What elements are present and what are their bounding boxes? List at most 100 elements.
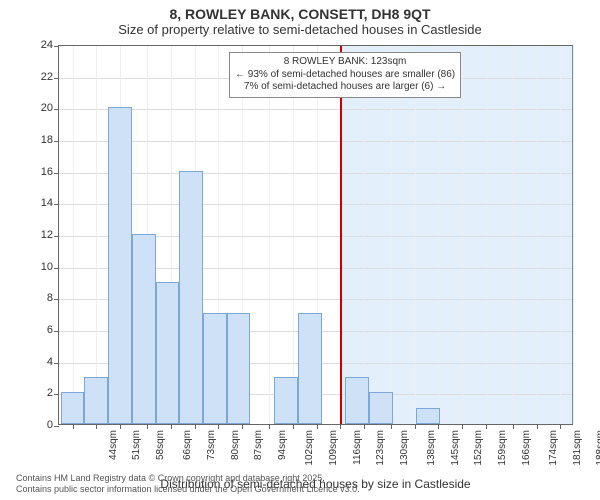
gridline-v (415, 46, 416, 424)
histogram-bar (156, 282, 180, 425)
xtick-mark (462, 424, 463, 429)
ytick-label: 10 (31, 261, 53, 273)
ytick-label: 16 (31, 166, 53, 178)
xtick-label: 130sqm (399, 430, 410, 470)
reference-line (340, 46, 342, 424)
histogram-bar (345, 377, 369, 425)
xtick-mark (391, 424, 392, 429)
xtick-mark (537, 424, 538, 429)
larger-region-shade (340, 46, 574, 424)
ytick-mark (54, 426, 59, 427)
gridline-h (59, 204, 572, 205)
xtick-label: 109sqm (328, 430, 339, 470)
xtick-mark (96, 424, 97, 429)
xtick-label: 152sqm (473, 430, 484, 470)
xtick-label: 181sqm (572, 430, 583, 470)
histogram-bar (227, 313, 251, 424)
xtick-label: 51sqm (131, 430, 142, 470)
xtick-mark (120, 424, 121, 429)
gridline-v (364, 46, 365, 424)
ytick-label: 14 (31, 197, 53, 209)
gridline-v (293, 46, 294, 424)
xtick-mark (73, 424, 74, 429)
gridline-v (96, 46, 97, 424)
xtick-mark (364, 424, 365, 429)
gridline-v (537, 46, 538, 424)
gridline-h (59, 173, 572, 174)
gridline-v (73, 46, 74, 424)
xtick-mark (218, 424, 219, 429)
plot-region: 8 ROWLEY BANK: 123sqm← 93% of semi-detac… (58, 45, 573, 425)
ytick-label: 0 (31, 419, 53, 431)
gridline-h (59, 109, 572, 110)
xtick-mark (317, 424, 318, 429)
xtick-label: 73sqm (206, 430, 217, 470)
ytick-label: 24 (31, 39, 53, 51)
xtick-label: 87sqm (253, 430, 264, 470)
histogram-bar (84, 377, 108, 425)
ytick-label: 20 (31, 102, 53, 114)
xtick-mark (293, 424, 294, 429)
footer-line2: Contains public sector information licen… (16, 484, 360, 496)
ytick-label: 22 (31, 71, 53, 83)
ytick-mark (54, 109, 59, 110)
histogram-bar (179, 171, 203, 424)
gridline-v (391, 46, 392, 424)
xtick-label: 166sqm (521, 430, 532, 470)
xtick-mark (438, 424, 439, 429)
xtick-mark (171, 424, 172, 429)
xtick-label: 174sqm (548, 430, 559, 470)
xtick-label: 159sqm (497, 430, 508, 470)
xtick-label: 138sqm (426, 430, 437, 470)
footer-line1: Contains HM Land Registry data © Crown c… (16, 473, 360, 485)
annotation-box: 8 ROWLEY BANK: 123sqm← 93% of semi-detac… (229, 52, 461, 98)
histogram-bar (274, 377, 298, 425)
ytick-mark (54, 204, 59, 205)
annotation-line2: ← 93% of semi-detached houses are smalle… (235, 69, 455, 82)
ytick-label: 18 (31, 134, 53, 146)
chart-container: 8, ROWLEY BANK, CONSETT, DH8 9QT Size of… (0, 0, 600, 500)
xtick-label: 44sqm (108, 430, 119, 470)
xtick-label: 58sqm (155, 430, 166, 470)
xtick-mark (513, 424, 514, 429)
gridline-v (486, 46, 487, 424)
xtick-mark (415, 424, 416, 429)
histogram-bar (132, 234, 156, 424)
ytick-mark (54, 173, 59, 174)
ytick-mark (54, 236, 59, 237)
xtick-mark (486, 424, 487, 429)
ytick-mark (54, 363, 59, 364)
gridline-v (560, 46, 561, 424)
xtick-label: 145sqm (450, 430, 461, 470)
ytick-mark (54, 46, 59, 47)
ytick-mark (54, 268, 59, 269)
xtick-label: 188sqm (595, 430, 600, 470)
annotation-line1: 8 ROWLEY BANK: 123sqm (235, 56, 455, 69)
title-block: 8, ROWLEY BANK, CONSETT, DH8 9QT Size of… (0, 0, 600, 37)
xtick-label: 102sqm (304, 430, 315, 470)
title-line1: 8, ROWLEY BANK, CONSETT, DH8 9QT (0, 6, 600, 22)
annotation-line3: 7% of semi-detached houses are larger (6… (235, 81, 455, 94)
gridline-v (462, 46, 463, 424)
xtick-mark (147, 424, 148, 429)
ytick-mark (54, 331, 59, 332)
xtick-mark (560, 424, 561, 429)
xtick-mark (195, 424, 196, 429)
histogram-bar (61, 392, 85, 424)
gridline-v (438, 46, 439, 424)
ytick-label: 12 (31, 229, 53, 241)
ytick-label: 4 (31, 356, 53, 368)
gridline-h (59, 141, 572, 142)
attribution-footer: Contains HM Land Registry data © Crown c… (16, 473, 360, 496)
chart-area: Number of semi-detached properties 8 ROW… (58, 45, 573, 425)
xtick-mark (340, 424, 341, 429)
histogram-bar (203, 313, 227, 424)
ytick-label: 2 (31, 387, 53, 399)
histogram-bar (369, 392, 393, 424)
xtick-label: 80sqm (230, 430, 241, 470)
xtick-mark (269, 424, 270, 429)
title-line2: Size of property relative to semi-detach… (0, 22, 600, 37)
ytick-label: 6 (31, 324, 53, 336)
gridline-v (513, 46, 514, 424)
xtick-label: 66sqm (182, 430, 193, 470)
